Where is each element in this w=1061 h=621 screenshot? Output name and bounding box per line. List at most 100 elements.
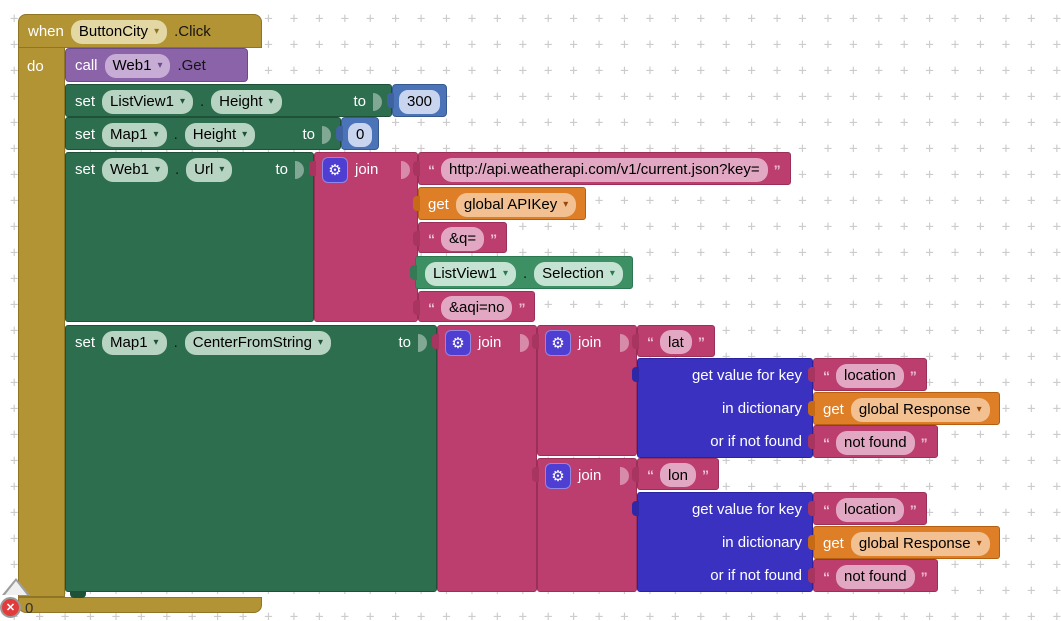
dot-separator: .: [174, 161, 180, 178]
plug-tab: [387, 93, 394, 108]
text-field-aqi[interactable]: &aqi=no: [441, 295, 513, 320]
set-map-height-block[interactable]: set Map1 ▾ . Height ▾ to: [65, 117, 341, 150]
when-keyword: when: [28, 23, 64, 40]
text-block-notfound[interactable]: “ not found ”: [808, 425, 938, 458]
text-block-location[interactable]: “ location ”: [808, 358, 927, 391]
set-keyword: set: [75, 334, 96, 351]
property-dropdown-centerfromstring[interactable]: CenterFromString ▾: [184, 330, 331, 355]
value-socket: [520, 333, 529, 352]
join-block-lat[interactable]: ⚙ join: [532, 325, 637, 456]
property-dropdown-height[interactable]: Height ▾: [211, 89, 282, 114]
text-field-lon[interactable]: lon: [660, 463, 697, 487]
listview-selection-getter-block[interactable]: ListView1 ▾ . Selection ▾: [410, 256, 633, 289]
text-field-notfound[interactable]: not found: [836, 564, 915, 589]
value-socket: [401, 160, 410, 179]
mutator-gear-icon[interactable]: ⚙: [545, 462, 571, 489]
when-block-spine[interactable]: do: [18, 47, 65, 597]
text-block-lon[interactable]: “ lon ”: [632, 458, 720, 490]
property-dropdown-selection[interactable]: Selection ▾: [534, 261, 623, 286]
statement-bottom-tab: [70, 591, 86, 598]
close-quote: ”: [773, 161, 781, 178]
number-block-0[interactable]: 0: [336, 117, 380, 150]
chevron-down-icon: ▾: [154, 25, 160, 37]
text-field-url[interactable]: http://api.weatherapi.com/v1/current.jso…: [441, 157, 768, 182]
text-field-location[interactable]: location: [836, 497, 904, 522]
chevron-down-icon: ▾: [179, 95, 185, 107]
text-block-url[interactable]: “ http://api.weatherapi.com/v1/current.j…: [413, 152, 791, 185]
set-web-url-block[interactable]: set Web1 ▾ . Url ▾ to: [65, 152, 314, 322]
chevron-down-icon: ▾: [976, 403, 982, 415]
open-quote: “: [428, 230, 435, 247]
close-quote: ”: [490, 230, 498, 247]
text-field-lat[interactable]: lat: [660, 330, 692, 354]
set-keyword: set: [75, 93, 96, 110]
component-dropdown-web1[interactable]: Web1 ▾: [104, 53, 171, 78]
variable-dropdown-response[interactable]: global Response ▾: [850, 397, 990, 422]
event-name: .Click: [174, 23, 211, 40]
text-block-q[interactable]: “ &q= ”: [413, 222, 508, 253]
dict-in-label: in dictionary: [721, 534, 802, 551]
when-block-footer[interactable]: [18, 597, 262, 613]
get-global-apikey-block[interactable]: get global APIKey ▾: [413, 187, 587, 220]
chevron-down-icon: ▾: [502, 267, 508, 279]
text-block-notfound[interactable]: “ not found ”: [808, 559, 938, 592]
text-field-location[interactable]: location: [836, 363, 904, 388]
set-map-center-block[interactable]: set Map1 ▾ . CenterFromString ▾ to: [65, 325, 437, 592]
text-field-notfound[interactable]: not found: [836, 430, 915, 455]
plug-tab: [432, 334, 439, 349]
chevron-down-icon: ▾: [317, 336, 323, 348]
join-block-lon[interactable]: ⚙ join: [532, 458, 637, 592]
method-name: .Get: [177, 57, 206, 74]
error-indicator-icon[interactable]: ✕: [0, 597, 21, 618]
variable-dropdown-response[interactable]: global Response ▾: [850, 531, 990, 556]
component-dropdown-map1[interactable]: Map1 ▾: [102, 122, 167, 147]
component-dropdown-buttoncity[interactable]: ButtonCity ▾: [70, 19, 168, 44]
plug-tab: [532, 467, 539, 482]
join-block-url[interactable]: ⚙ join: [309, 152, 418, 322]
chevron-down-icon: ▾: [976, 537, 982, 549]
open-quote: “: [823, 367, 830, 384]
get-global-response-block[interactable]: get global Response ▾: [808, 392, 1000, 425]
text-block-lat[interactable]: “ lat ”: [632, 325, 715, 357]
component-dropdown-listview1[interactable]: ListView1 ▾: [102, 89, 193, 114]
get-keyword: get: [823, 535, 844, 552]
property-dropdown-url[interactable]: Url ▾: [186, 157, 233, 182]
component-dropdown-web1[interactable]: Web1 ▾: [102, 157, 168, 182]
text-field-q[interactable]: &q=: [441, 226, 485, 251]
mutator-gear-icon[interactable]: ⚙: [322, 156, 348, 183]
call-web-get-block[interactable]: call Web1 ▾ .Get: [65, 48, 248, 82]
property-dropdown-height[interactable]: Height ▾: [184, 122, 256, 147]
join-block-outer[interactable]: ⚙ join: [432, 325, 537, 592]
number-block-300[interactable]: 300: [387, 84, 448, 117]
open-quote: “: [823, 568, 830, 585]
dict-key-label: get value for key: [691, 501, 802, 518]
set-keyword: set: [75, 126, 96, 143]
close-quote: ”: [920, 568, 928, 585]
text-block-aqi[interactable]: “ &aqi=no ”: [413, 291, 536, 322]
plug-tab: [413, 300, 420, 315]
mutator-gear-icon[interactable]: ⚙: [545, 329, 571, 356]
text-block-location[interactable]: “ location ”: [808, 492, 927, 525]
plug-tab: [532, 334, 539, 349]
plug-tab: [413, 196, 420, 211]
dict-get-value-block-lat[interactable]: get value for key in dictionary or if no…: [632, 358, 813, 458]
plug-tab: [632, 501, 639, 516]
warning-indicator-icon-fill: [5, 581, 27, 595]
get-keyword: get: [823, 401, 844, 418]
component-dropdown-map1[interactable]: Map1 ▾: [102, 330, 167, 355]
variable-dropdown-apikey[interactable]: global APIKey ▾: [455, 192, 577, 217]
when-event-block[interactable]: when ButtonCity ▾ .Click: [18, 14, 262, 48]
dot-separator: .: [173, 334, 178, 351]
mutator-gear-icon[interactable]: ⚙: [445, 329, 471, 356]
chevron-down-icon: ▾: [268, 95, 274, 107]
plug-tab: [808, 367, 815, 382]
dict-get-value-block-lon[interactable]: get value for key in dictionary or if no…: [632, 492, 813, 592]
number-field[interactable]: 300: [399, 89, 441, 114]
set-listview-height-block[interactable]: set ListView1 ▾ . Height ▾ to: [65, 84, 392, 117]
get-global-response-block[interactable]: get global Response ▾: [808, 526, 1000, 559]
chevron-down-icon: ▾: [154, 163, 160, 175]
number-field[interactable]: 0: [348, 122, 373, 147]
open-quote: “: [647, 334, 654, 350]
component-dropdown-listview1[interactable]: ListView1 ▾: [425, 261, 516, 286]
